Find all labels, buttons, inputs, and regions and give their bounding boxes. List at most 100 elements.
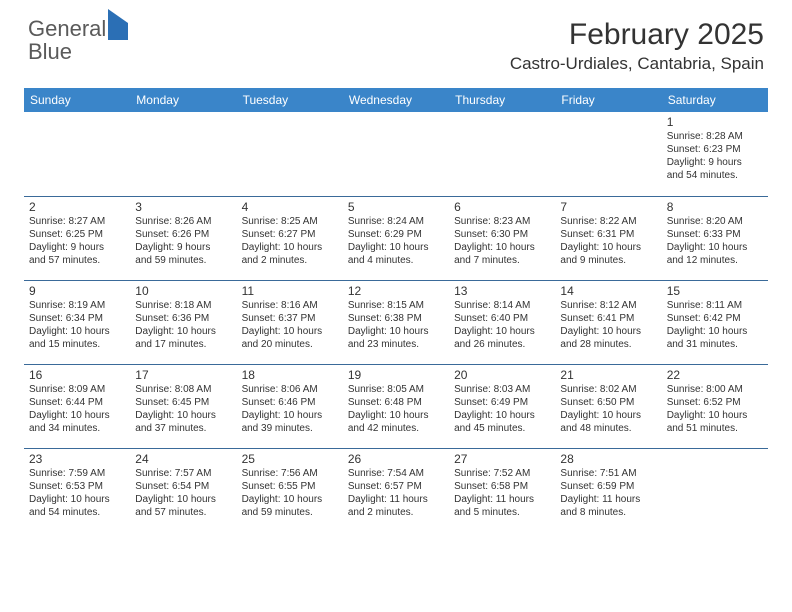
day-number: 10 (135, 284, 231, 298)
daylight-line: and 39 minutes. (242, 422, 338, 435)
daylight-line: and 20 minutes. (242, 338, 338, 351)
daylight-line: Daylight: 10 hours (560, 241, 656, 254)
sunset-line: Sunset: 6:49 PM (454, 396, 550, 409)
day-number: 17 (135, 368, 231, 382)
calendar-day-cell: 25Sunrise: 7:56 AMSunset: 6:55 PMDayligh… (237, 448, 343, 532)
daylight-line: Daylight: 10 hours (454, 325, 550, 338)
sunset-line: Sunset: 6:33 PM (667, 228, 763, 241)
daylight-line: and 34 minutes. (29, 422, 125, 435)
sunrise-line: Sunrise: 7:52 AM (454, 467, 550, 480)
day-number: 27 (454, 452, 550, 466)
calendar-day-cell (24, 112, 130, 196)
day-number: 13 (454, 284, 550, 298)
daylight-line: and 54 minutes. (667, 169, 763, 182)
day-number: 6 (454, 200, 550, 214)
sunset-line: Sunset: 6:40 PM (454, 312, 550, 325)
title-block: February 2025 Castro-Urdiales, Cantabria… (510, 18, 764, 74)
calendar-day-cell: 26Sunrise: 7:54 AMSunset: 6:57 PMDayligh… (343, 448, 449, 532)
calendar-day-cell: 5Sunrise: 8:24 AMSunset: 6:29 PMDaylight… (343, 196, 449, 280)
weekday-header: Saturday (662, 88, 768, 112)
daylight-line: and 59 minutes. (242, 506, 338, 519)
daylight-line: Daylight: 10 hours (454, 241, 550, 254)
calendar-day-cell: 14Sunrise: 8:12 AMSunset: 6:41 PMDayligh… (555, 280, 661, 364)
daylight-line: and 57 minutes. (29, 254, 125, 267)
day-number: 20 (454, 368, 550, 382)
sunset-line: Sunset: 6:30 PM (454, 228, 550, 241)
calendar-week-row: 9Sunrise: 8:19 AMSunset: 6:34 PMDaylight… (24, 280, 768, 364)
calendar-day-cell (130, 112, 236, 196)
sunset-line: Sunset: 6:38 PM (348, 312, 444, 325)
calendar-header-row: SundayMondayTuesdayWednesdayThursdayFrid… (24, 88, 768, 112)
sunset-line: Sunset: 6:23 PM (667, 143, 763, 156)
sunset-line: Sunset: 6:48 PM (348, 396, 444, 409)
sunset-line: Sunset: 6:44 PM (29, 396, 125, 409)
daylight-line: and 54 minutes. (29, 506, 125, 519)
daylight-line: Daylight: 10 hours (348, 409, 444, 422)
calendar-day-cell: 15Sunrise: 8:11 AMSunset: 6:42 PMDayligh… (662, 280, 768, 364)
daylight-line: and 28 minutes. (560, 338, 656, 351)
calendar-day-cell: 28Sunrise: 7:51 AMSunset: 6:59 PMDayligh… (555, 448, 661, 532)
calendar-day-cell: 11Sunrise: 8:16 AMSunset: 6:37 PMDayligh… (237, 280, 343, 364)
daylight-line: Daylight: 10 hours (242, 409, 338, 422)
daylight-line: Daylight: 10 hours (29, 325, 125, 338)
sunset-line: Sunset: 6:25 PM (29, 228, 125, 241)
weekday-header: Tuesday (237, 88, 343, 112)
calendar-day-cell: 23Sunrise: 7:59 AMSunset: 6:53 PMDayligh… (24, 448, 130, 532)
sunset-line: Sunset: 6:55 PM (242, 480, 338, 493)
day-number: 19 (348, 368, 444, 382)
month-title: February 2025 (510, 18, 764, 52)
daylight-line: Daylight: 10 hours (454, 409, 550, 422)
daylight-line: Daylight: 10 hours (135, 409, 231, 422)
sunrise-line: Sunrise: 7:56 AM (242, 467, 338, 480)
daylight-line: and 5 minutes. (454, 506, 550, 519)
daylight-line: Daylight: 10 hours (667, 409, 763, 422)
daylight-line: Daylight: 9 hours (135, 241, 231, 254)
daylight-line: and 26 minutes. (454, 338, 550, 351)
day-number: 8 (667, 200, 763, 214)
daylight-line: and 9 minutes. (560, 254, 656, 267)
sunset-line: Sunset: 6:57 PM (348, 480, 444, 493)
sunrise-line: Sunrise: 8:18 AM (135, 299, 231, 312)
day-number: 9 (29, 284, 125, 298)
daylight-line: Daylight: 10 hours (242, 493, 338, 506)
sunrise-line: Sunrise: 8:03 AM (454, 383, 550, 396)
daylight-line: and 37 minutes. (135, 422, 231, 435)
daylight-line: Daylight: 10 hours (560, 409, 656, 422)
sunset-line: Sunset: 6:27 PM (242, 228, 338, 241)
daylight-line: and 31 minutes. (667, 338, 763, 351)
daylight-line: Daylight: 10 hours (667, 325, 763, 338)
calendar-day-cell: 4Sunrise: 8:25 AMSunset: 6:27 PMDaylight… (237, 196, 343, 280)
daylight-line: Daylight: 10 hours (135, 493, 231, 506)
sunrise-line: Sunrise: 7:59 AM (29, 467, 125, 480)
logo-word-general: General (28, 16, 106, 41)
sunrise-line: Sunrise: 8:08 AM (135, 383, 231, 396)
calendar-week-row: 16Sunrise: 8:09 AMSunset: 6:44 PMDayligh… (24, 364, 768, 448)
daylight-line: and 7 minutes. (454, 254, 550, 267)
sunrise-line: Sunrise: 7:54 AM (348, 467, 444, 480)
weekday-header: Wednesday (343, 88, 449, 112)
sunset-line: Sunset: 6:42 PM (667, 312, 763, 325)
daylight-line: Daylight: 9 hours (667, 156, 763, 169)
day-number: 21 (560, 368, 656, 382)
sunrise-line: Sunrise: 8:12 AM (560, 299, 656, 312)
calendar-day-cell: 20Sunrise: 8:03 AMSunset: 6:49 PMDayligh… (449, 364, 555, 448)
sunset-line: Sunset: 6:58 PM (454, 480, 550, 493)
day-number: 25 (242, 452, 338, 466)
calendar-day-cell: 12Sunrise: 8:15 AMSunset: 6:38 PMDayligh… (343, 280, 449, 364)
sunrise-line: Sunrise: 8:02 AM (560, 383, 656, 396)
sunset-line: Sunset: 6:37 PM (242, 312, 338, 325)
weekday-header: Monday (130, 88, 236, 112)
weekday-header: Sunday (24, 88, 130, 112)
daylight-line: Daylight: 10 hours (135, 325, 231, 338)
daylight-line: Daylight: 10 hours (348, 241, 444, 254)
daylight-line: and 4 minutes. (348, 254, 444, 267)
sunrise-line: Sunrise: 8:23 AM (454, 215, 550, 228)
sunset-line: Sunset: 6:45 PM (135, 396, 231, 409)
sunset-line: Sunset: 6:31 PM (560, 228, 656, 241)
sunrise-line: Sunrise: 8:19 AM (29, 299, 125, 312)
calendar-day-cell: 27Sunrise: 7:52 AMSunset: 6:58 PMDayligh… (449, 448, 555, 532)
sunrise-line: Sunrise: 8:15 AM (348, 299, 444, 312)
daylight-line: Daylight: 10 hours (348, 325, 444, 338)
sunset-line: Sunset: 6:54 PM (135, 480, 231, 493)
day-number: 26 (348, 452, 444, 466)
